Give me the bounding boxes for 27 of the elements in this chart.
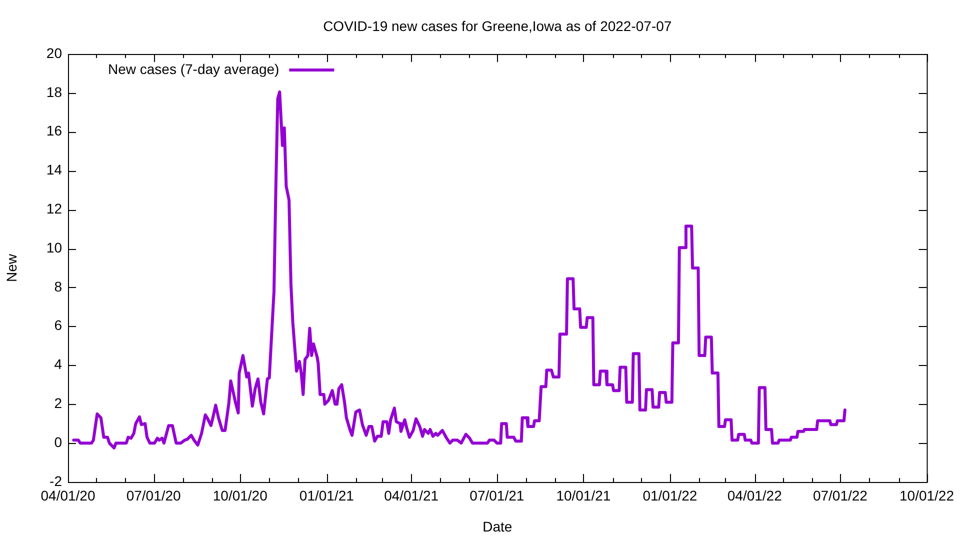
legend-label: New cases (7-day average) — [108, 60, 280, 77]
y-tick-label: 8 — [54, 278, 62, 294]
y-tick-label: 4 — [54, 356, 62, 372]
x-tick-label: 07/01/22 — [812, 487, 868, 504]
y-tick-label: 20 — [46, 44, 62, 61]
y-tick-label: 14 — [46, 162, 62, 178]
y-axis-title: New — [3, 253, 20, 282]
y-tick-label: -2 — [50, 472, 62, 489]
x-tick-label: 01/01/21 — [299, 487, 354, 504]
x-tick-label: 10/01/22 — [900, 487, 954, 504]
x-tick-label: 01/01/22 — [642, 487, 698, 504]
y-tick-label: 18 — [46, 84, 62, 100]
y-tick-label: 6 — [54, 317, 62, 334]
y-tick-label: 12 — [46, 200, 62, 216]
y-tick-label: 0 — [54, 434, 62, 450]
x-tick-label: 07/01/21 — [470, 487, 524, 504]
x-tick-label: 10/01/21 — [556, 487, 611, 504]
x-axis-title: Date — [482, 518, 512, 534]
x-tick-label: 10/01/20 — [212, 487, 268, 504]
chart-title: COVID-19 new cases for Greene,Iowa as of 2022-07-07 — [323, 18, 672, 34]
y-tick-label: 10 — [46, 239, 62, 256]
x-tick-label: 04/01/22 — [727, 487, 782, 504]
x-tick-label: 04/01/20 — [40, 487, 96, 504]
y-tick-label: 2 — [54, 395, 62, 412]
x-tick-label: 07/01/20 — [126, 487, 182, 504]
y-tick-label: 16 — [46, 122, 62, 139]
x-tick-label: 04/01/21 — [384, 487, 439, 504]
